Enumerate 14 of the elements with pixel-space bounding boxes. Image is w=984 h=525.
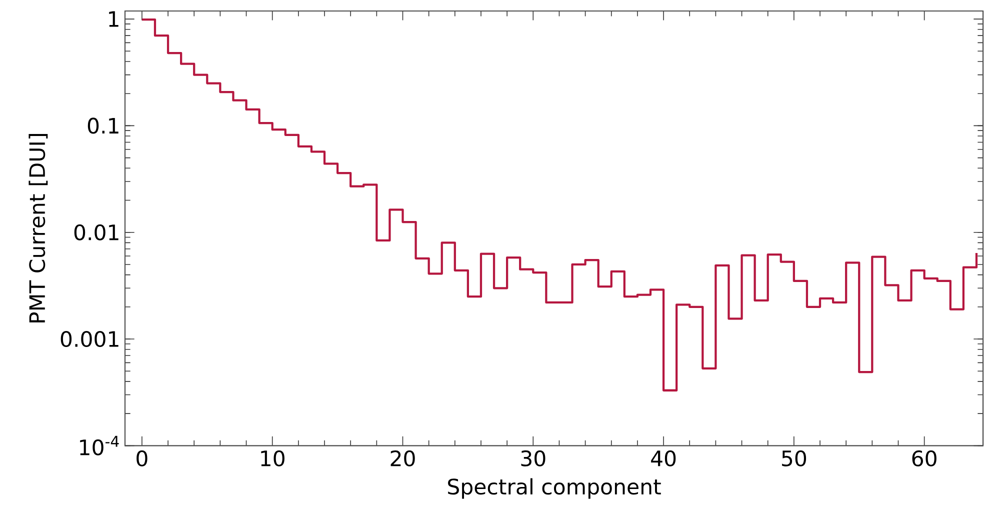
x-tick-label: 10 bbox=[261, 450, 284, 466]
x-tick-label: 60 bbox=[912, 450, 936, 466]
y-tick-label: 1 bbox=[109, 11, 118, 27]
x-axis-title: Spectral component bbox=[448, 478, 661, 499]
x-tick-label: 0 bbox=[136, 450, 148, 466]
x-tick-label: 20 bbox=[390, 450, 415, 466]
y-axis-title: PMT Current [DUI] bbox=[28, 134, 48, 322]
y-tick-label: 10$^{-4}$ bbox=[80, 436, 119, 456]
x-tick-label: 30 bbox=[521, 450, 546, 466]
y-tick-label: 0.01 bbox=[74, 224, 118, 240]
y-tick-label: 0.1 bbox=[88, 118, 118, 134]
x-tick-label: 40 bbox=[651, 450, 676, 466]
x-tick-label: 50 bbox=[782, 450, 806, 466]
y-tick-label: 0.001 bbox=[60, 330, 118, 348]
